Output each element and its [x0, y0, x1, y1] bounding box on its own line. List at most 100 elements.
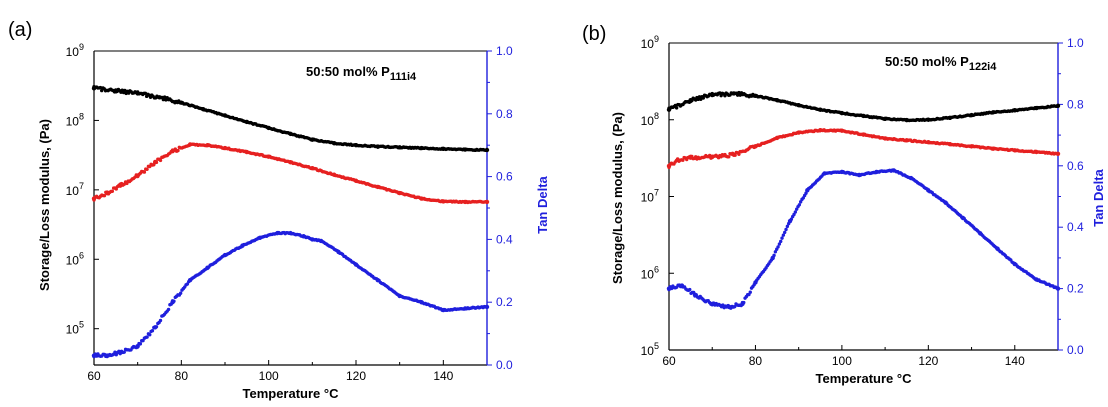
- trace-dot: [143, 91, 148, 96]
- trace-dot: [721, 303, 725, 307]
- sample-annotation: 50:50 mol% P111i4: [306, 64, 417, 83]
- y-tick-exponent: 5: [654, 341, 659, 351]
- trace-dot: [169, 302, 173, 306]
- y-tick-exponent: 8: [79, 111, 84, 121]
- trace-dot: [172, 299, 176, 303]
- trace-dot: [789, 217, 794, 221]
- trace-dot: [742, 300, 746, 305]
- series-0: [666, 90, 1061, 123]
- trace-dot: [732, 304, 737, 309]
- series-2: [91, 230, 490, 359]
- right-tick-label: 0.0: [1067, 343, 1084, 357]
- trace-dot: [707, 153, 712, 158]
- right-tick-label: 0.2: [496, 295, 513, 309]
- y-tick-exponent: 9: [79, 42, 84, 52]
- trace-dot: [152, 163, 156, 167]
- trace-dot: [733, 153, 737, 157]
- y-tick-exponent: 9: [654, 34, 659, 44]
- y-tick-exponent: 8: [654, 111, 659, 121]
- trace-dot: [718, 91, 722, 95]
- y-tick-exponent: 6: [654, 264, 659, 274]
- trace-dot: [797, 203, 802, 207]
- right-tick-label: 1.0: [496, 44, 513, 58]
- trace-dot: [150, 328, 155, 333]
- trace-dot: [1055, 286, 1059, 290]
- trace-dot: [158, 318, 163, 323]
- trace-dot: [737, 152, 741, 157]
- trace-dot: [727, 155, 731, 159]
- trace-dot: [798, 200, 803, 204]
- trace-dot: [674, 106, 679, 110]
- trace-dot: [178, 291, 183, 295]
- x-axis-title: Temperature °C: [243, 386, 340, 401]
- trace-dot: [92, 198, 96, 202]
- y-tick-base: 10: [641, 267, 655, 281]
- y-axis-title: Storage/Loss modulus, (Pa): [37, 119, 52, 291]
- right-tick-label: 0.6: [496, 170, 513, 184]
- series-1: [91, 142, 490, 205]
- trace-dot: [779, 239, 783, 244]
- trace-dot: [701, 96, 706, 100]
- x-axis-title: Temperature °C: [816, 371, 913, 386]
- y-tick-exponent: 5: [79, 320, 84, 330]
- sample-annotation: 50:50 mol% P122i4: [885, 54, 997, 73]
- trace-dot: [166, 307, 171, 312]
- y-tick-base: 10: [66, 323, 80, 337]
- trace-dot: [110, 189, 115, 193]
- y-tick-label: 105: [641, 341, 659, 358]
- y-tick-label: 107: [641, 188, 659, 205]
- x-tick-label: 60: [87, 369, 101, 383]
- trace-dot: [691, 290, 696, 295]
- trace-dot: [786, 221, 791, 226]
- trace-dot: [739, 303, 743, 308]
- x-tick-label: 140: [1005, 354, 1025, 368]
- right-tick-label: 1.0: [1067, 36, 1084, 50]
- y-tick-exponent: 7: [654, 188, 659, 198]
- annotation-text: 50:50 mol% P: [885, 54, 969, 69]
- trace-dot: [783, 230, 787, 235]
- right-axis-title: Tan Delta: [1091, 168, 1106, 226]
- trace-dot: [688, 287, 692, 292]
- trace-dot: [154, 160, 159, 165]
- right-axis-title: Tan Delta: [535, 175, 550, 233]
- trace-dot: [773, 250, 778, 254]
- right-tick-label: 0.0: [496, 358, 513, 372]
- x-tick-label: 120: [346, 369, 366, 383]
- y-tick-exponent: 7: [79, 181, 84, 191]
- panel-label: (a): [8, 19, 32, 41]
- right-tick-label: 0.2: [1067, 282, 1084, 296]
- trace-dot: [804, 191, 808, 195]
- trace-dot: [176, 148, 180, 153]
- y-tick-label: 106: [66, 250, 84, 267]
- trace-dot: [780, 236, 784, 240]
- y-tick-base: 10: [66, 45, 80, 59]
- trace-dot: [123, 88, 127, 93]
- trace-dot: [154, 325, 159, 329]
- trace-dot: [135, 345, 140, 349]
- annotation-text: 50:50 mol% P: [306, 64, 390, 79]
- panel-label: (b): [582, 23, 606, 45]
- right-tick-label: 0.8: [1067, 97, 1084, 111]
- trace-dot: [681, 158, 685, 162]
- y-tick-label: 106: [641, 264, 659, 281]
- x-tick-label: 100: [832, 354, 852, 368]
- trace-dot: [158, 158, 163, 163]
- y-tick-base: 10: [66, 184, 80, 198]
- y-tick-base: 10: [641, 344, 655, 358]
- x-tick-label: 140: [433, 369, 453, 383]
- y-tick-label: 107: [66, 181, 84, 198]
- chart-panel-a: (a)60 80 100 120 1401051061071081090.00.20.4…: [8, 19, 550, 401]
- trace-dot: [735, 93, 740, 97]
- trace-dot: [784, 227, 788, 232]
- annotation-subscript: 111i4: [390, 71, 417, 83]
- trace-dot: [785, 224, 790, 229]
- trace-dot: [696, 97, 700, 102]
- trace-dot: [771, 256, 775, 261]
- trace-dot: [1055, 104, 1059, 109]
- trace-dot: [748, 290, 752, 294]
- trace-dot: [98, 85, 103, 90]
- y-tick-base: 10: [641, 191, 655, 205]
- right-tick-label: 0.6: [1067, 159, 1084, 173]
- y-tick-base: 10: [66, 253, 80, 267]
